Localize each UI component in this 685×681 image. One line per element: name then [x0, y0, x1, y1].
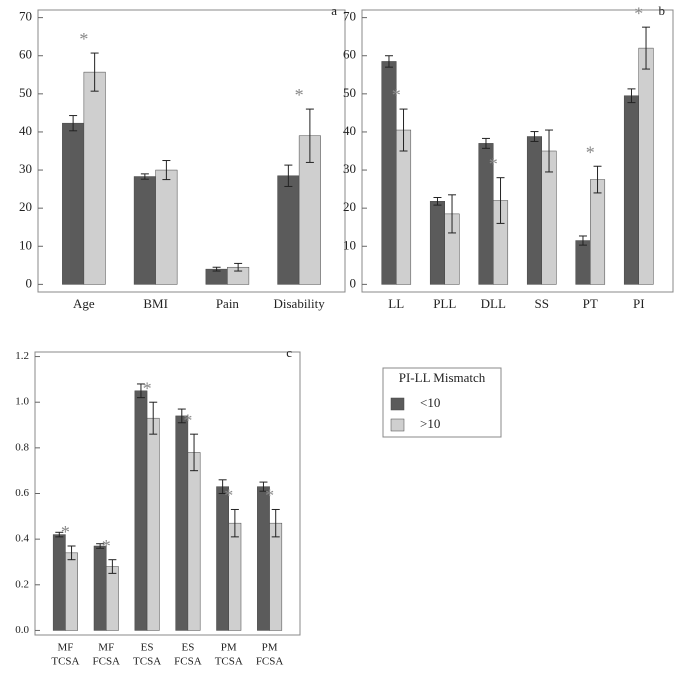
bar: [269, 522, 283, 631]
y-tick-label: 40: [19, 123, 32, 138]
bar: [175, 415, 189, 631]
y-tick-label: 30: [343, 161, 356, 176]
x-tick-label: Pain: [216, 296, 240, 311]
y-tick-label: 10: [343, 237, 356, 252]
significance-marker: *: [295, 85, 304, 105]
bar: [146, 417, 160, 631]
bar: [216, 486, 229, 631]
bar: [228, 522, 242, 631]
significance-marker: *: [224, 486, 233, 506]
x-tick-label: TCSA: [51, 656, 79, 668]
x-tick-label: PI: [633, 296, 645, 311]
bar: [623, 95, 640, 285]
bar: [277, 175, 300, 285]
y-tick-label: 50: [343, 85, 356, 100]
y-tick-label: 0.6: [15, 487, 29, 499]
significance-marker: *: [183, 410, 192, 430]
bar: [638, 47, 654, 285]
y-tick-label: 0.0: [15, 624, 29, 636]
legend-label: <10: [420, 395, 440, 410]
x-tick-label: FCSA: [256, 656, 284, 668]
y-tick-label: 0.2: [15, 578, 29, 590]
panel-label: a: [331, 3, 337, 18]
x-tick-label: ES: [141, 642, 154, 654]
y-tick-label: 0: [350, 275, 357, 290]
bar: [257, 486, 270, 631]
significance-marker: *: [102, 536, 111, 556]
bar: [396, 129, 412, 285]
y-tick-label: 70: [19, 9, 32, 24]
y-tick-label: 20: [343, 199, 356, 214]
x-tick-label: PLL: [433, 296, 456, 311]
significance-marker: *: [79, 29, 88, 49]
bar: [106, 566, 119, 631]
y-tick-label: 1.0: [15, 396, 29, 408]
bar: [155, 169, 178, 285]
bar: [52, 534, 66, 631]
y-tick-label: 1.2: [15, 350, 29, 362]
legend-swatch: [390, 418, 405, 432]
legend-box: [382, 367, 502, 438]
significance-marker: *: [489, 154, 498, 174]
y-tick-label: 0.8: [15, 441, 29, 453]
y-tick-label: 0: [26, 275, 33, 290]
significance-marker: *: [586, 142, 595, 162]
bar: [590, 179, 606, 285]
x-tick-label: TCSA: [215, 656, 243, 668]
x-tick-label: Age: [73, 296, 95, 311]
x-tick-label: MF: [57, 642, 73, 654]
x-tick-label: FCSA: [92, 656, 120, 668]
bar: [133, 176, 156, 285]
bar: [65, 552, 78, 631]
bar: [62, 122, 85, 285]
significance-marker: *: [634, 3, 643, 23]
x-tick-label: PM: [221, 642, 237, 654]
significance-marker: *: [61, 522, 70, 542]
y-tick-label: 40: [343, 123, 356, 138]
legend-label: >10: [420, 416, 440, 431]
plot-frame: [37, 9, 346, 293]
y-tick-label: 30: [19, 161, 32, 176]
y-tick-label: 60: [19, 47, 32, 62]
bar: [83, 71, 106, 285]
x-tick-label: LL: [388, 296, 404, 311]
significance-marker: *: [265, 486, 274, 506]
significance-marker: *: [143, 378, 152, 398]
bar: [429, 201, 446, 285]
bar: [575, 240, 591, 285]
bar: [134, 390, 148, 631]
y-tick-label: 20: [19, 199, 32, 214]
y-tick-label: 0.4: [15, 533, 29, 545]
panel-label: c: [286, 345, 292, 360]
x-tick-label: MF: [98, 642, 114, 654]
y-tick-label: 70: [343, 9, 356, 24]
bar: [93, 545, 107, 631]
x-tick-label: BMI: [143, 296, 168, 311]
significance-marker: *: [392, 85, 401, 105]
bar: [187, 452, 201, 631]
x-tick-label: PM: [262, 642, 278, 654]
y-tick-label: 50: [19, 85, 32, 100]
x-tick-label: ES: [181, 642, 194, 654]
bar: [526, 136, 543, 285]
plot-frame: [361, 9, 674, 293]
legend-title: PI-LL Mismatch: [399, 370, 486, 385]
x-tick-label: FCSA: [174, 656, 202, 668]
panel-label: b: [659, 3, 666, 18]
y-tick-label: 10: [19, 237, 32, 252]
x-tick-label: PT: [583, 296, 598, 311]
x-tick-label: DLL: [481, 296, 506, 311]
x-tick-label: SS: [535, 296, 549, 311]
x-tick-label: TCSA: [133, 656, 161, 668]
y-tick-label: 60: [343, 47, 356, 62]
legend-swatch: [390, 397, 405, 411]
x-tick-label: Disability: [273, 296, 325, 311]
